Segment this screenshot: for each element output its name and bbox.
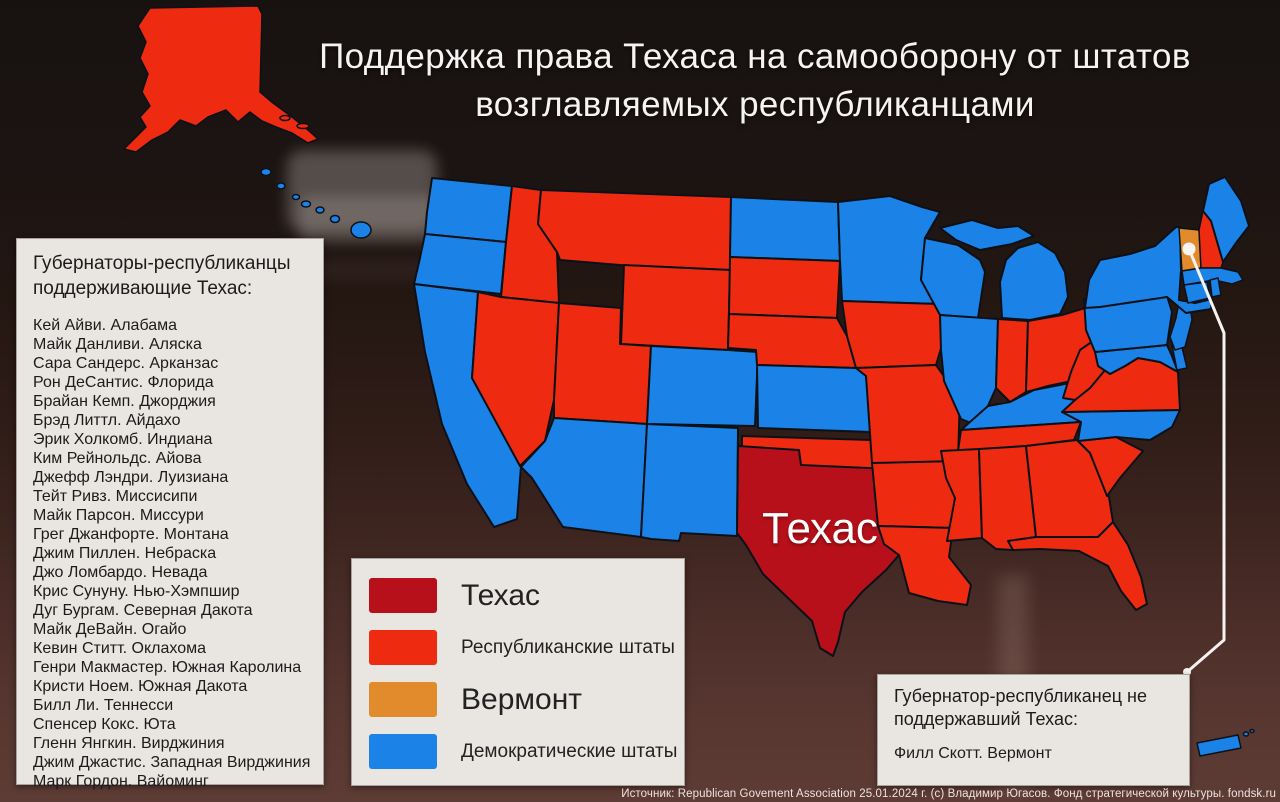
- territory-puerto-rico: [1196, 728, 1255, 757]
- map-legend: Техас Республиканские штаты Вермонт Демо…: [351, 558, 685, 786]
- state-rhode-island: [1209, 277, 1222, 298]
- texas-map-label: Техас: [762, 504, 878, 553]
- legend-row-vermont: Вермонт: [369, 682, 684, 717]
- governors-list: Кей Айви. Алабама Майк Данливи. Аляска Сар…: [33, 316, 311, 791]
- governor-list-item: Билл Ли. Теннесси: [33, 697, 174, 714]
- governor-list-item: Крис Сунуну. Нью-Хэмпшир: [33, 583, 240, 600]
- vermont-note-card: Губернатор-республиканец не поддержавший…: [877, 674, 1190, 786]
- legend-row-texas: Техас: [369, 578, 684, 613]
- state-maine: [1202, 176, 1250, 263]
- state-kansas: [756, 364, 872, 433]
- governor-list-item: Кей Айви. Алабама: [33, 317, 178, 334]
- governor-list-item: Майк Данливи. Аляска: [33, 336, 202, 353]
- state-wyoming: [620, 264, 731, 351]
- legend-label: Вермонт: [461, 682, 582, 716]
- state-washington: [424, 177, 513, 243]
- state-north-dakota: [729, 196, 841, 262]
- governor-list-item: Джим Джастис. Западная Вирджиния: [33, 754, 311, 771]
- texas-color-swatch: [369, 578, 437, 613]
- governor-list-item: Марк Гордон. Вайоминг: [33, 773, 209, 790]
- source-credit: Источник: Republican Govement Associatio…: [621, 788, 1276, 800]
- vermont-note-heading: Губернатор-республиканец не поддержавший…: [894, 686, 1148, 729]
- state-new-mexico: [640, 423, 739, 542]
- vermont-callout-line: [1186, 248, 1226, 674]
- governor-list-item: Гленн Янгкин. Вирджиния: [33, 735, 225, 752]
- state-maryland: [1094, 344, 1179, 375]
- state-alaska: [123, 5, 319, 153]
- governor-list-item: Генри Макмастер. Южная Каролина: [33, 659, 302, 676]
- governor-list-item: Джо Ломбардо. Невада: [33, 564, 208, 581]
- governor-list-item: Ким Рейнольдс. Айова: [33, 450, 202, 467]
- state-hawaii: [260, 167, 372, 239]
- governor-list-item: Кристи Ноем. Южная Дакота: [33, 678, 248, 695]
- legend-row-republican: Республиканские штаты: [369, 630, 684, 665]
- governor-list-item: Майк ДеВайн. Огайо: [33, 621, 187, 638]
- state-michigan: [939, 219, 1069, 321]
- governor-list-item: Грег Джанфорте. Монтана: [33, 526, 229, 543]
- state-indiana: [995, 318, 1029, 403]
- state-iowa: [841, 300, 948, 369]
- governor-list-item: Майк Парсон. Миссури: [33, 507, 204, 524]
- state-florida: [1007, 521, 1148, 611]
- republican-color-swatch: [369, 630, 437, 665]
- vermont-color-swatch: [369, 682, 437, 717]
- infographic-title: Поддержка права Техаса на самооборону от…: [319, 37, 1191, 124]
- legend-label: Демократические штаты: [461, 740, 678, 762]
- governor-list-item: Спенсер Кокс. Юта: [33, 716, 176, 733]
- state-louisiana: [877, 525, 972, 606]
- state-montana: [537, 189, 732, 271]
- governor-list-item: Брэд Литтл. Айдахо: [33, 412, 181, 429]
- governor-list-item: Тейт Ривз. Миссисипи: [33, 488, 198, 505]
- state-north-carolina: [1061, 409, 1181, 442]
- governor-list-item: Джефф Лэндри. Луизиана: [33, 469, 229, 486]
- state-colorado: [646, 345, 759, 427]
- governors-card-heading: Губернаторы-республиканцы поддерживающие…: [33, 253, 291, 299]
- governor-list-item: Сара Сандерс. Арканзас: [33, 355, 219, 372]
- legend-row-democratic: Демократические штаты: [369, 734, 684, 769]
- governor-list-item: Кевин Ститт. Оклахома: [33, 640, 207, 657]
- governors-card: Губернаторы-республиканцы поддерживающие…: [16, 238, 324, 790]
- vermont-marker-dot: [1182, 242, 1196, 256]
- vermont-note-body: Филл Скотт. Вермонт: [894, 745, 1052, 762]
- democratic-color-swatch: [369, 734, 437, 769]
- governor-list-item: Джим Пиллен. Небраска: [33, 545, 217, 562]
- governor-list-item: Рон ДеСантис. Флорида: [33, 374, 214, 391]
- legend-label: Техас: [461, 578, 541, 612]
- governor-list-item: Брайан Кемп. Джорджия: [33, 393, 216, 410]
- legend-label: Республиканские штаты: [461, 636, 675, 658]
- governor-list-item: Дуг Бургам. Северная Дакота: [33, 602, 253, 619]
- state-south-dakota: [728, 256, 841, 319]
- state-nevada: [471, 291, 560, 467]
- state-wisconsin: [920, 237, 986, 319]
- governor-list-item: Эрик Холкомб. Индиана: [33, 431, 213, 448]
